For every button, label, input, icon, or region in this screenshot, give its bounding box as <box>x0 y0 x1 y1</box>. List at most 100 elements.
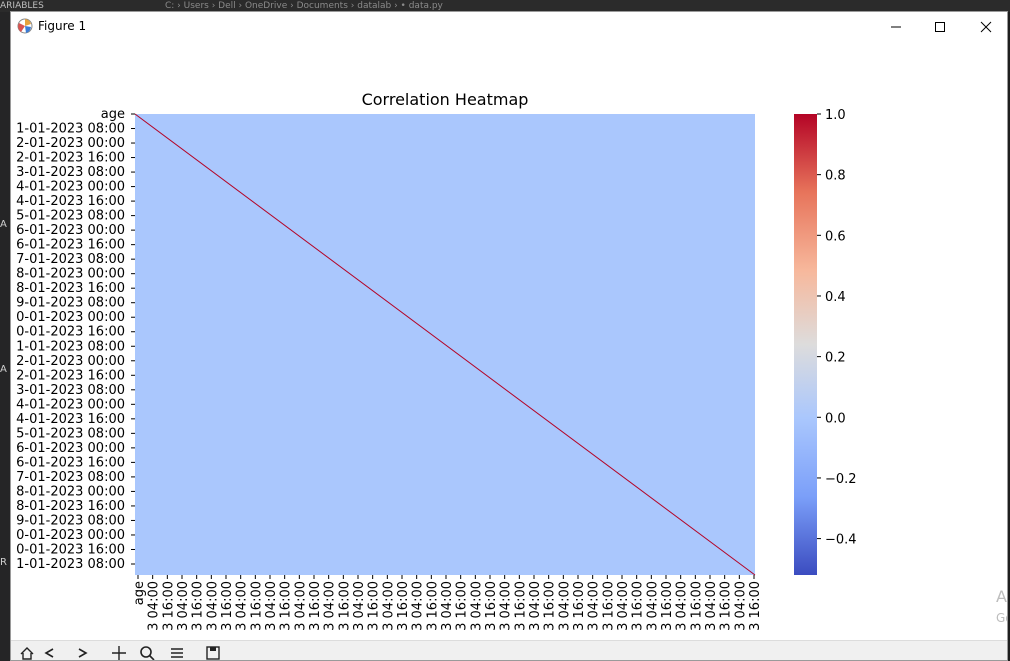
x-tick-label: age <box>132 581 147 605</box>
x-tick-label: 3 16:00 <box>455 581 470 631</box>
x-tick-label: 3 04:00 <box>323 581 338 631</box>
x-tick-label: 3 16:00 <box>367 581 382 631</box>
y-tick-label: 2-01-2023 00:00 <box>16 136 125 151</box>
chart-title: Correlation Heatmap <box>362 90 529 109</box>
title-bar[interactable]: Figure 1 <box>11 12 1007 41</box>
y-tick-label: 0-01-2023 16:00 <box>16 542 125 557</box>
configure-subplots-icon[interactable] <box>169 645 185 661</box>
y-tick-label: 8-01-2023 16:00 <box>16 281 125 296</box>
y-tick-label: 2-01-2023 16:00 <box>16 368 125 383</box>
y-tick-label: 8-01-2023 00:00 <box>16 484 125 499</box>
colorbar-tick-label: 0.8 <box>825 169 846 184</box>
x-tick-label: 3 16:00 <box>220 581 235 631</box>
x-tick-label: 3 16:00 <box>660 581 675 631</box>
y-tick-label: 1-01-2023 08:00 <box>16 339 125 354</box>
x-tick-label: 3 04:00 <box>147 581 162 631</box>
y-tick-label: 5-01-2023 08:00 <box>16 209 125 224</box>
y-tick-label: 7-01-2023 08:00 <box>16 252 125 267</box>
colorbar-tick-label: 1.0 <box>825 108 846 123</box>
close-button[interactable] <box>963 12 1007 41</box>
x-tick-label: 3 04:00 <box>616 581 631 631</box>
side-fragment: Go <box>996 611 1007 625</box>
colorbar <box>794 114 817 575</box>
colorbar-tick-label: −0.4 <box>825 533 857 548</box>
x-tick-label: 3 16:00 <box>161 581 176 631</box>
colorbar-tick-label: 0.2 <box>825 351 846 366</box>
y-tick-label: 6-01-2023 00:00 <box>16 441 125 456</box>
x-tick-label: 3 16:00 <box>425 581 440 631</box>
x-tick-label: 3 04:00 <box>704 581 719 631</box>
x-tick-label: 3 04:00 <box>587 581 602 631</box>
y-tick-label: 3-01-2023 08:00 <box>16 383 125 398</box>
x-tick-label: 3 04:00 <box>235 581 250 631</box>
y-tick-label: 3-01-2023 08:00 <box>16 165 125 180</box>
x-tick-label: 3 04:00 <box>528 581 543 631</box>
x-tick-label: 3 04:00 <box>645 581 660 631</box>
maximize-button[interactable] <box>917 12 963 41</box>
background-breadcrumb: C: › Users › Dell › OneDrive › Documents… <box>165 1 443 11</box>
x-tick-label: 3 16:00 <box>484 581 499 631</box>
back-icon[interactable] <box>41 645 57 661</box>
y-tick-label: 8-01-2023 00:00 <box>16 267 125 282</box>
colorbar-ticks: 1.0 0.8 0.6 0.4 0.2 0.0 −0.2 −0.4 <box>817 108 857 548</box>
minimize-button[interactable] <box>873 12 919 41</box>
x-tick-label: 3 16:00 <box>601 581 616 631</box>
x-tick-label: 3 04:00 <box>440 581 455 631</box>
x-tick-label: 3 04:00 <box>264 581 279 631</box>
x-tick-label: 3 16:00 <box>631 581 646 631</box>
y-tick-label: 1-01-2023 08:00 <box>16 122 125 137</box>
x-tick-labels: age 3 04:00 3 16:00 3 04:00 3 16:00 3 04:00 3 … <box>132 575 763 631</box>
x-tick-label: 3 16:00 <box>308 581 323 631</box>
matplotlib-app-icon <box>17 18 33 34</box>
y-tick-label: 4-01-2023 00:00 <box>16 180 125 195</box>
x-tick-label: 3 04:00 <box>675 581 690 631</box>
pan-icon[interactable] <box>111 645 127 661</box>
forward-icon[interactable] <box>75 645 91 661</box>
colorbar-tick-label: −0.2 <box>825 472 857 487</box>
y-tick-label: 6-01-2023 00:00 <box>16 223 125 238</box>
background-left-fragment: A <box>0 219 7 230</box>
y-tick-label: 0-01-2023 00:00 <box>16 528 125 543</box>
x-tick-label: 3 04:00 <box>411 581 426 631</box>
save-icon[interactable] <box>205 645 221 661</box>
y-tick-label: 2-01-2023 16:00 <box>16 151 125 166</box>
background-left-fragment: R <box>0 557 7 568</box>
x-tick-label: 3 04:00 <box>205 581 220 631</box>
side-fragment: A <box>996 587 1007 606</box>
x-tick-label: 3 04:00 <box>499 581 514 631</box>
navigation-toolbar <box>11 640 1007 661</box>
heatmap-diagonal <box>134 113 756 576</box>
home-icon[interactable] <box>19 645 35 661</box>
x-tick-label: 3 16:00 <box>543 581 558 631</box>
y-tick-label: 4-01-2023 16:00 <box>16 194 125 209</box>
background-editor-strip: ARIABLES C: › Users › Dell › OneDrive › … <box>0 0 1010 12</box>
background-left-fragment: A <box>0 364 7 375</box>
colorbar-tick-label: 0.0 <box>825 411 846 426</box>
y-tick-label: 0-01-2023 00:00 <box>16 310 125 325</box>
zoom-icon[interactable] <box>139 645 155 661</box>
x-tick-label: 3 16:00 <box>249 581 264 631</box>
x-tick-label: 3 16:00 <box>719 581 734 631</box>
y-tick-label: 7-01-2023 08:00 <box>16 470 125 485</box>
x-tick-label: 3 16:00 <box>689 581 704 631</box>
figure-window: Figure 1 Correlation Heatmap age 1-01 <box>10 11 1008 661</box>
x-tick-label: 3 04:00 <box>352 581 367 631</box>
y-tick-label: 6-01-2023 16:00 <box>16 455 125 470</box>
x-tick-label: 3 16:00 <box>337 581 352 631</box>
minimize-icon <box>891 26 901 27</box>
y-tick-label: 4-01-2023 16:00 <box>16 412 125 427</box>
x-tick-label: 3 16:00 <box>513 581 528 631</box>
y-tick-label: 9-01-2023 08:00 <box>16 513 125 528</box>
y-tick-label: 8-01-2023 16:00 <box>16 499 125 514</box>
x-tick-label: 3 16:00 <box>279 581 294 631</box>
close-icon <box>980 21 992 32</box>
x-tick-label: 3 16:00 <box>748 581 763 631</box>
x-tick-label: 3 16:00 <box>572 581 587 631</box>
window-title: Figure 1 <box>38 19 87 33</box>
maximize-icon <box>935 21 945 32</box>
x-tick-label: 3 04:00 <box>381 581 396 631</box>
colorbar-tick-label: 0.4 <box>825 290 846 305</box>
y-tick-label: 9-01-2023 08:00 <box>16 296 125 311</box>
y-tick-label: 0-01-2023 16:00 <box>16 325 125 340</box>
